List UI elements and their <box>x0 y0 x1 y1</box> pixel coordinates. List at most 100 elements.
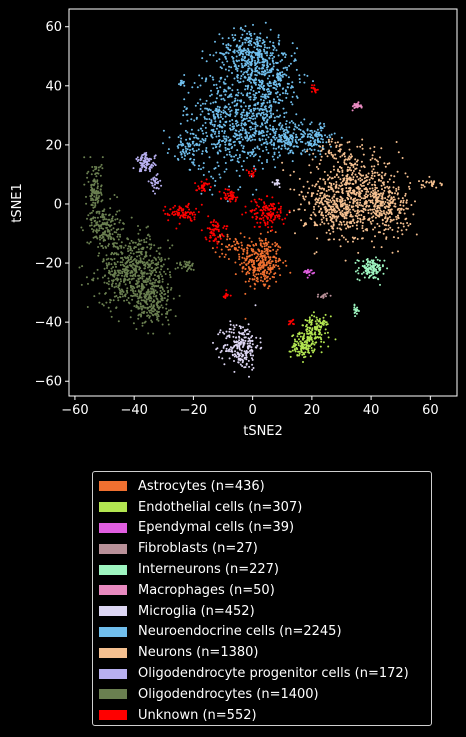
scatter-point <box>161 306 164 309</box>
scatter-point <box>87 282 89 285</box>
scatter-point <box>261 257 264 260</box>
scatter-point <box>316 295 319 298</box>
scatter-point <box>261 123 264 126</box>
scatter-point <box>255 123 258 126</box>
scatter-point <box>119 269 122 272</box>
scatter-point <box>273 120 275 123</box>
scatter-point <box>239 263 242 266</box>
scatter-point <box>91 194 94 196</box>
scatter-point <box>224 146 227 149</box>
scatter-point <box>220 243 223 246</box>
scatter-point <box>203 116 206 119</box>
scatter-point <box>241 266 244 269</box>
scatter-point <box>262 65 265 67</box>
scatter-point <box>256 107 259 110</box>
scatter-point <box>297 344 300 347</box>
scatter-point <box>167 309 170 312</box>
scatter-point <box>319 177 322 180</box>
scatter-point <box>237 91 240 94</box>
scatter-point <box>231 146 234 148</box>
scatter-point <box>275 128 278 131</box>
scatter-point <box>98 229 101 232</box>
scatter-point <box>259 155 261 158</box>
scatter-point <box>236 249 239 252</box>
scatter-point <box>369 201 372 204</box>
scatter-point <box>121 274 123 277</box>
scatter-point <box>329 215 332 218</box>
scatter-point <box>278 123 281 126</box>
scatter-point <box>265 109 268 112</box>
scatter-point <box>237 242 240 245</box>
scatter-point <box>267 152 270 154</box>
scatter-point <box>288 138 290 141</box>
scatter-point <box>133 264 136 267</box>
scatter-point <box>204 117 206 120</box>
scatter-point <box>155 267 158 270</box>
scatter-point <box>233 370 236 373</box>
scatter-point <box>335 144 338 147</box>
scatter-point <box>253 56 255 59</box>
scatter-point <box>167 291 169 294</box>
scatter-point <box>173 155 176 158</box>
scatter-point <box>282 92 284 95</box>
scatter-point <box>262 219 265 222</box>
scatter-point <box>112 238 115 241</box>
scatter-point <box>138 284 141 287</box>
scatter-point <box>388 216 391 218</box>
scatter-point <box>278 151 280 154</box>
scatter-point <box>266 159 268 161</box>
scatter-point <box>113 252 116 255</box>
scatter-point <box>268 259 271 262</box>
scatter-point <box>181 156 184 159</box>
scatter-point <box>322 178 325 181</box>
scatter-point <box>282 67 285 70</box>
scatter-point <box>361 190 364 192</box>
scatter-point <box>351 215 354 218</box>
scatter-point <box>371 157 374 160</box>
scatter-point <box>245 117 248 120</box>
scatter-point <box>370 240 373 243</box>
scatter-point <box>120 257 122 259</box>
scatter-point <box>185 138 188 141</box>
scatter-point <box>246 112 249 115</box>
scatter-point <box>305 348 308 351</box>
scatter-point <box>266 250 269 253</box>
scatter-point <box>115 265 117 268</box>
scatter-point <box>332 227 335 230</box>
scatter-point <box>277 79 280 82</box>
scatter-point <box>355 191 358 194</box>
scatter-point <box>239 359 242 362</box>
scatter-point <box>221 117 224 120</box>
scatter-point <box>404 218 407 221</box>
scatter-point <box>289 151 292 154</box>
scatter-point <box>399 212 402 214</box>
scatter-point <box>132 167 135 170</box>
scatter-point <box>235 324 238 327</box>
scatter-point <box>341 215 344 218</box>
scatter-point <box>93 189 95 192</box>
scatter-point <box>323 193 326 196</box>
scatter-point <box>167 319 170 322</box>
scatter-point <box>241 114 244 117</box>
scatter-point <box>111 233 114 236</box>
scatter-point <box>204 107 207 110</box>
scatter-point <box>375 159 378 162</box>
scatter-point <box>126 265 129 268</box>
scatter-point <box>270 140 273 143</box>
scatter-point <box>401 197 404 200</box>
scatter-point <box>95 175 98 178</box>
scatter-point <box>365 179 368 182</box>
scatter-point <box>368 199 370 202</box>
scatter-point <box>246 249 249 252</box>
scatter-point <box>278 182 281 185</box>
scatter-point <box>212 177 215 180</box>
scatter-point <box>267 136 270 139</box>
scatter-point <box>201 57 204 60</box>
scatter-point <box>302 361 304 363</box>
scatter-point <box>234 38 237 41</box>
scatter-point <box>276 115 279 118</box>
scatter-point <box>248 277 251 280</box>
scatter-point <box>356 306 359 309</box>
scatter-point <box>132 322 135 325</box>
scatter-point <box>109 273 112 276</box>
